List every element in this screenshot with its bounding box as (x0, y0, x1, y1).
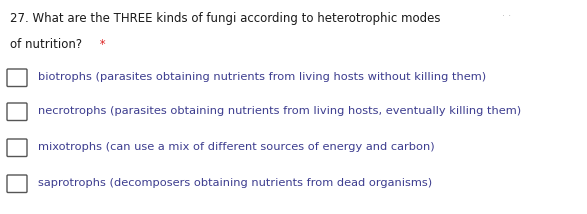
Text: . .: . . (502, 8, 511, 18)
Text: mixotrophs (can use a mix of different sources of energy and carbon): mixotrophs (can use a mix of different s… (38, 142, 434, 152)
Text: saprotrophs (decomposers obtaining nutrients from dead organisms): saprotrophs (decomposers obtaining nutri… (38, 178, 432, 188)
Text: necrotrophs (parasites obtaining nutrients from living hosts, eventually killing: necrotrophs (parasites obtaining nutrien… (38, 106, 521, 116)
Text: of nutrition?: of nutrition? (10, 39, 82, 52)
FancyBboxPatch shape (7, 175, 27, 193)
Text: 27. What are the THREE kinds of fungi according to heterotrophic modes: 27. What are the THREE kinds of fungi ac… (10, 12, 440, 25)
FancyBboxPatch shape (7, 103, 27, 120)
FancyBboxPatch shape (7, 69, 27, 86)
Text: biotrophs (parasites obtaining nutrients from living hosts without killing them): biotrophs (parasites obtaining nutrients… (38, 72, 486, 82)
Text: *: * (96, 39, 106, 52)
FancyBboxPatch shape (7, 139, 27, 156)
